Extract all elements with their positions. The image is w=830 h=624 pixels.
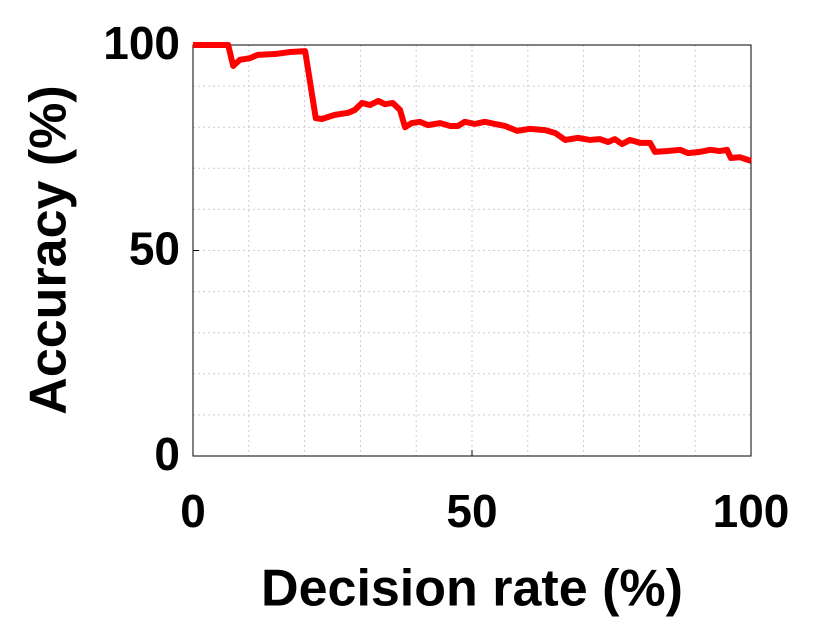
y-tick-label: 50 <box>129 223 180 275</box>
plot-frame <box>192 44 752 457</box>
x-tick-label: 100 <box>713 485 790 537</box>
x-tick-label: 50 <box>446 485 497 537</box>
y-axis-label: Accuracy (%) <box>20 85 78 414</box>
x-tick-label: 0 <box>180 485 206 537</box>
data-line <box>193 42 752 164</box>
x-axis-label: Decision rate (%) <box>261 560 683 618</box>
y-tick-label: 0 <box>154 428 180 480</box>
y-tick-label: 100 <box>103 17 180 69</box>
